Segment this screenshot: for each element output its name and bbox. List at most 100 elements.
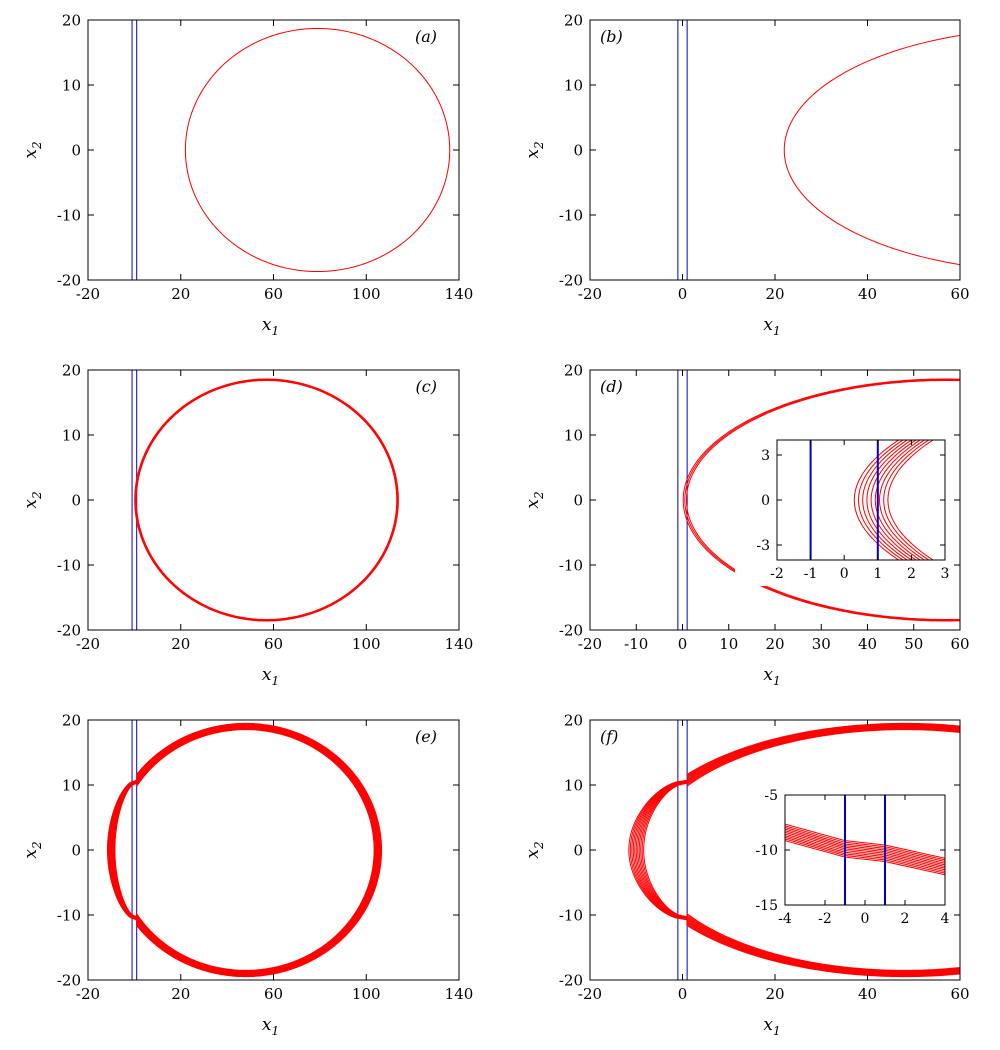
panel-a-frame [87, 19, 460, 281]
panel-f-series-0-band-0 [643, 729, 960, 971]
panel-c-ytick-label-4: 20 [62, 361, 81, 379]
panel-e-series-0-band-3 [112, 727, 377, 973]
panel-e-series-0-band-10 [106, 722, 383, 978]
panel-c-ylabel-sub: 2 [30, 491, 44, 500]
panel-d-inset-series-0-band-4 [870, 440, 917, 560]
panel-f-xlabel: x1 [763, 1015, 780, 1038]
panel-e-series-0-band-5 [110, 725, 379, 975]
panel-d-inset-background [735, 436, 953, 586]
panel-b-ytick-label-1: -10 [559, 206, 583, 224]
panel-d-ylabel: x2 [523, 491, 546, 508]
panel-f-ytick-label-4: 20 [564, 711, 583, 729]
panel-f-series-0-band-3 [638, 727, 960, 973]
panel-d-ytick-label-4: 20 [564, 361, 583, 379]
panel-f-ytick-label-1: -10 [559, 906, 583, 924]
panel-f-inset-ytick-label-1: -10 [755, 843, 778, 859]
panel-f-inset-xtick-label-0: -4 [778, 911, 792, 927]
panel-d-inset-xtick-label-2: 0 [840, 566, 849, 582]
panel-c-xtick-label-0: -20 [76, 635, 100, 653]
panel-d-xtick-label-2: 0 [678, 635, 688, 653]
panel-a-ytick-label-2: 0 [71, 141, 81, 159]
panel-d-inset-series-0-band-5 [866, 440, 913, 560]
panel-d-inset-xtick-label-1: -1 [804, 566, 818, 582]
panel-f-inset-series-0-band-10 [785, 823, 945, 859]
panel-e-xlabel: x1 [262, 1015, 279, 1038]
panel-e-xtick-label-0: -20 [76, 985, 100, 1003]
panel-d-xtick-label-5: 30 [812, 635, 831, 653]
panel-a-xtick-label-3: 100 [352, 285, 381, 303]
panel-d-xtick-label-4: 20 [765, 635, 784, 653]
panel-f-inset-series-0-band-4 [785, 833, 945, 869]
panel-d-inset-series-0-band-2 [878, 440, 926, 560]
panel-c-xlabel: x1 [262, 665, 279, 688]
panel-d-inset-series-0-band-3 [874, 440, 922, 560]
panel-b-xtick-label-3: 40 [858, 285, 877, 303]
panel-f-inset-series-0-band-1 [785, 838, 945, 874]
panel-c-frame [87, 369, 460, 631]
panel-f-inset-ytick-label-2: -5 [764, 788, 778, 804]
panel-a-xtick-label-1: 20 [171, 285, 190, 303]
panel-f-inset-series-0-band-7 [785, 828, 945, 864]
panel-f-series-0-band-8 [631, 724, 960, 976]
panel-d-xlabel-sub: 1 [773, 674, 781, 688]
panel-f-series-0-band-10 [628, 722, 960, 978]
panel-a-panel-label: (a) [415, 27, 437, 46]
panel-d-inset-xtick-label-5: 3 [941, 566, 950, 582]
panel-f-series-0-band-1 [641, 728, 960, 972]
panel-f-inset: -4 -2 0 2 4 -15 -10 -5 [743, 788, 953, 931]
panel-e-xtick-label-4: 140 [445, 985, 474, 1003]
panel-e-series-0-band-9 [107, 723, 382, 977]
panel-c-series-0-band-0 [135, 379, 398, 621]
panel-e-series-0-band-1 [113, 728, 376, 972]
panel-f-inset-series-0-band-3 [785, 835, 945, 871]
panel-b-ytick-label-2: 0 [573, 141, 583, 159]
panel-c-panel-label: (c) [416, 377, 437, 396]
panel-b-xtick-label-0: -20 [578, 285, 602, 303]
panel-e-ylabel: x2 [21, 841, 44, 858]
panel-b-xtick-label-1: 0 [678, 285, 688, 303]
panel-a-ytick-label-3: 10 [62, 76, 81, 94]
panel-e-ytick-label-3: 10 [62, 776, 81, 794]
panel-d-inset-ytick-label-1: 0 [761, 493, 770, 509]
panel-d-inset-series-0-band-7 [857, 440, 904, 560]
panel-f-inset-xtick-label-3: 2 [901, 911, 910, 927]
panel-a-xtick-label-2: 60 [264, 285, 283, 303]
panel-f-inset-series-0-band-9 [785, 825, 945, 861]
panel-a-ylabel-sub: 2 [30, 141, 44, 150]
panel-d-inset-series-0-band-1 [883, 440, 930, 560]
panel-d-xtick-label-8: 60 [950, 635, 969, 653]
panel-e-series-0-band-8 [108, 724, 381, 976]
panel-d-inset-ytick-label-2: 3 [761, 448, 770, 464]
panel-e-xtick-label-3: 100 [352, 985, 381, 1003]
panel-f-series-0-band-6 [634, 725, 960, 975]
panel-d-ytick-label-2: 0 [573, 491, 583, 509]
panel-d-inset-xtick-label-4: 2 [907, 566, 916, 582]
panel-e-frame [87, 719, 460, 981]
panel-f-inset-series-0-band-0 [785, 840, 945, 876]
panel-f-inset-series-0-band-6 [785, 830, 945, 866]
panel-a-series-0-band-0 [184, 27, 451, 273]
panel-f-xtick-label-3: 40 [858, 985, 877, 1003]
panel-c-series-0-band-2 [134, 378, 399, 622]
panel-e-xtick-label-2: 60 [264, 985, 283, 1003]
panel-b-xlabel-sub: 1 [773, 324, 781, 338]
panel-e-ytick-label-4: 20 [62, 711, 81, 729]
panel-e-panel-label: (e) [415, 727, 437, 746]
panel-a-ytick-label-4: 20 [62, 11, 81, 29]
panel-c-xtick-label-2: 60 [264, 635, 283, 653]
panel-b: -20 0 20 40 60 -20 -10 0 10 20 (b) x1 x2 [523, 11, 970, 338]
panel-f-inset-series-0-band-8 [785, 826, 945, 863]
panel-d-xtick-label-0: -20 [578, 635, 602, 653]
panel-a-xtick-label-4: 140 [445, 285, 474, 303]
panel-d-inset: -2 -1 0 1 2 3 -3 0 3 [735, 436, 953, 586]
panel-e-ytick-label-2: 0 [71, 841, 81, 859]
panel-d-ytick-label-0: -20 [559, 621, 583, 639]
panel-c-ylabel: x2 [21, 491, 44, 508]
panel-c-ytick-label-3: 10 [62, 426, 81, 444]
panel-f-series-0-band-7 [632, 724, 960, 976]
panel-b-ytick-label-4: 20 [564, 11, 583, 29]
panel-c-series-0-band-1 [135, 379, 399, 621]
panel-f-inset-ytick-label-0: -15 [755, 898, 778, 914]
